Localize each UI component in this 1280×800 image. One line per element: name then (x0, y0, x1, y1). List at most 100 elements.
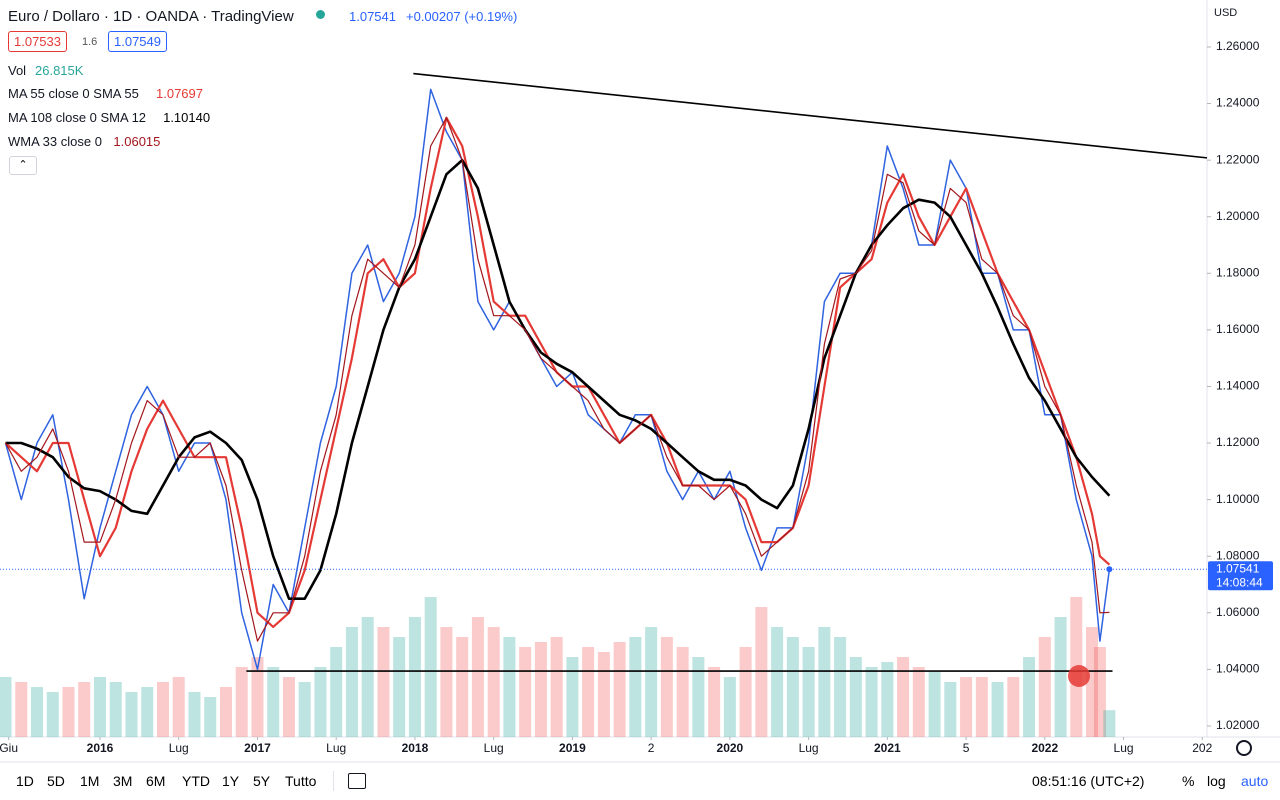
percent-toggle[interactable]: % (1182, 773, 1195, 789)
range-button[interactable]: 1D (16, 773, 34, 789)
volume-bar (802, 647, 815, 737)
volume-bar (314, 667, 327, 737)
volume-bar (46, 692, 59, 737)
buy-button[interactable]: 1.07549 (108, 31, 167, 52)
y-tick-label: 1.14000 (1216, 379, 1260, 393)
volume-bar (219, 687, 232, 737)
y-tick-label: 1.24000 (1216, 96, 1260, 110)
last-price-label: 1.07541 (1216, 561, 1260, 575)
x-tick-label: Lug (1114, 741, 1134, 755)
volume-bar (487, 627, 500, 737)
collapse-legend[interactable]: ⌃ (9, 156, 37, 175)
moving-average-line (4, 117, 1110, 642)
y-tick-label: 1.12000 (1216, 435, 1260, 449)
volume-bar (991, 682, 1004, 737)
volume-bar (818, 627, 831, 737)
volume-bar (660, 637, 673, 737)
y-tick-label: 1.26000 (1216, 39, 1260, 53)
last-price: 1.07541 (349, 9, 396, 24)
volume-bar (330, 647, 343, 737)
volume-bar (267, 667, 280, 737)
volume-bar (755, 607, 768, 737)
volume-bar (629, 637, 642, 737)
y-tick-label: 1.04000 (1216, 662, 1260, 676)
volume-bar (424, 597, 437, 737)
range-button[interactable]: 1Y (222, 773, 240, 789)
legend-name: MA 108 close 0 SMA 12 (8, 110, 147, 125)
x-tick-label: 2 (648, 741, 655, 755)
volume-bar (739, 647, 752, 737)
volume-bar (78, 682, 91, 737)
volume-bar (692, 657, 705, 737)
x-tick-label: Giu (0, 741, 18, 755)
volume-bar (109, 682, 122, 737)
volume-bar (1103, 710, 1116, 737)
volume-bar (944, 682, 957, 737)
log-toggle[interactable]: log (1207, 773, 1226, 789)
settings-button[interactable] (1236, 740, 1252, 756)
legend-value: 1.10140 (163, 110, 211, 125)
volume-bar (771, 627, 784, 737)
trendline (413, 72, 1208, 159)
symbol-title[interactable]: Euro / Dollaro · 1D · OANDA · TradingVie… (8, 8, 294, 25)
volume-bar (975, 677, 988, 737)
volume-bar (377, 627, 390, 737)
range-button[interactable]: 5Y (253, 773, 271, 789)
y-tick-label: 1.10000 (1216, 492, 1260, 506)
range-button[interactable]: 1M (80, 773, 100, 789)
price-change: +0.00207 (+0.19%) (406, 9, 518, 24)
volume-label: Vol (8, 63, 27, 78)
date-range-button[interactable] (348, 773, 366, 789)
volume-bar (0, 677, 12, 737)
range-button[interactable]: YTD (182, 773, 210, 789)
x-tick-label: 2019 (559, 741, 586, 755)
volume-bar (723, 677, 736, 737)
volume-bar (534, 642, 547, 737)
x-tick-label: Lug (799, 741, 819, 755)
volume-bar (125, 692, 138, 737)
auto-toggle[interactable]: auto (1241, 773, 1269, 789)
range-button[interactable]: Tutto (285, 773, 317, 789)
volume-bar (550, 637, 563, 737)
volume-bar (1054, 617, 1067, 737)
x-tick-label: Lug (484, 741, 504, 755)
volume-bar (345, 627, 358, 737)
market-status (316, 10, 325, 19)
x-tick-label: 202 (1192, 741, 1212, 755)
volume-bar (645, 627, 658, 737)
volume-bar (1007, 677, 1020, 737)
volume-bar (471, 617, 484, 737)
x-tick-label: 2021 (874, 741, 901, 755)
volume-bar (156, 682, 169, 737)
volume-bar (1093, 647, 1106, 737)
volume-bar (251, 657, 264, 737)
volume-bar (393, 637, 406, 737)
volume-bar (834, 637, 847, 737)
spread: 1.6 (82, 36, 98, 48)
volume-bar (204, 697, 217, 737)
y-tick-label: 1.22000 (1216, 152, 1260, 166)
volume-bar (912, 667, 925, 737)
legend-name: MA 55 close 0 SMA 55 (8, 86, 139, 101)
y-tick-label: 1.08000 (1216, 548, 1260, 562)
volume-bar (566, 657, 579, 737)
range-button[interactable]: 6M (146, 773, 166, 789)
x-tick-label: 5 (963, 741, 970, 755)
legend-name: WMA 33 close 0 (8, 134, 102, 149)
header: Euro / Dollaro · 1D · OANDA · TradingVie… (0, 0, 1200, 180)
last-price-dot (1106, 566, 1113, 573)
y-tick-label: 1.20000 (1216, 209, 1260, 223)
volume-bar (93, 677, 106, 737)
range-button[interactable]: 3M (113, 773, 133, 789)
volume-bar (849, 657, 862, 737)
y-tick-label: 1.06000 (1216, 605, 1260, 619)
range-button[interactable]: 5D (47, 773, 65, 789)
sell-button[interactable]: 1.07533 (8, 31, 67, 52)
clock: 08:51:16 (UTC+2) (1032, 773, 1145, 789)
volume-bar (597, 652, 610, 737)
volume-bar (141, 687, 154, 737)
moving-average-line (5, 158, 1111, 600)
volume-bar (1086, 627, 1099, 737)
countdown-label: 14:08:44 (1216, 575, 1263, 589)
